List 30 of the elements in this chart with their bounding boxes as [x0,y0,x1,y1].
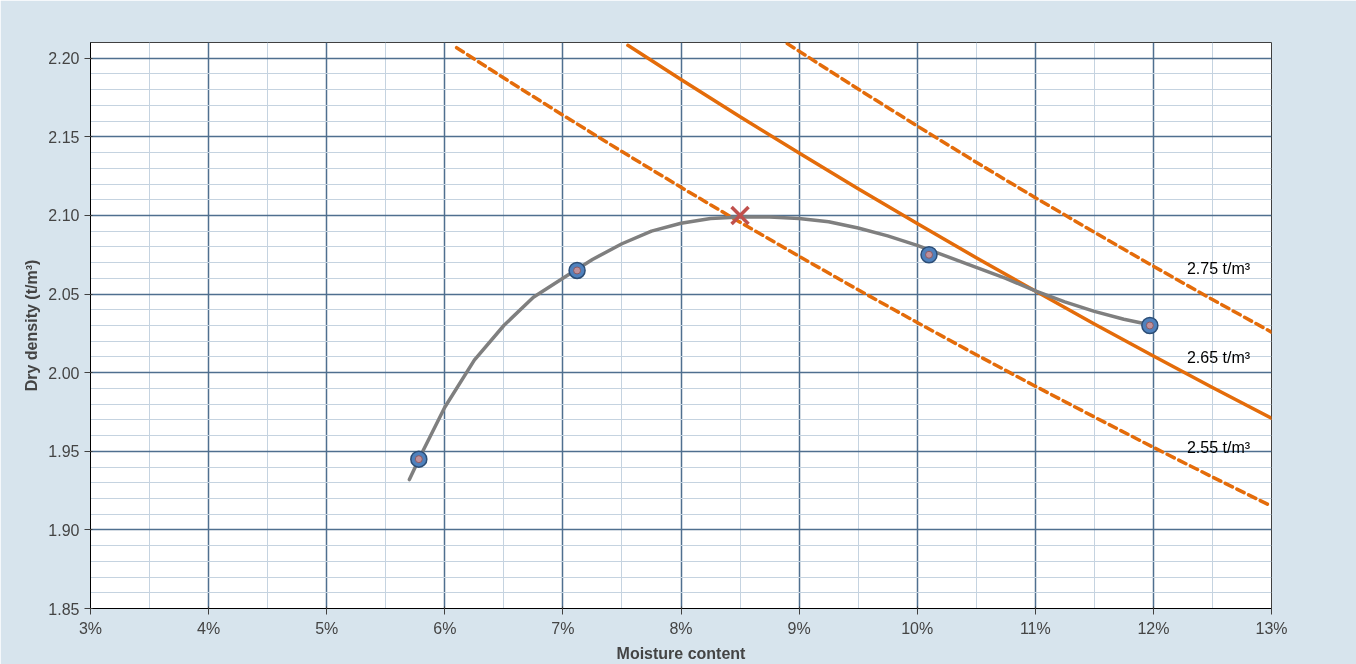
x-tick-label: 12% [1137,619,1170,637]
x-tick-label: 7% [551,619,575,637]
x-tick-label: 10% [901,619,934,637]
point [568,261,586,280]
x-tick-label: 4% [197,619,221,637]
y-tick-label: 2.15 [48,128,80,146]
y-tick-label: 1.85 [48,600,80,618]
x-tick-label: 5% [315,619,339,637]
point [729,205,751,226]
y-tick-label: 2.00 [48,364,80,382]
point [410,450,428,468]
x-axis-title: Moisture content [616,644,747,662]
line-series [626,43,1272,421]
y-tick-label: 1.95 [48,443,80,461]
x-tick-label: 3% [78,619,103,637]
y-tick-label: 2.05 [48,286,80,304]
line-series [454,45,1272,508]
y-tick-label: 1.90 [48,521,80,539]
y-tick-label: 2.10 [48,207,80,225]
y-axis-title: Dry density (t/m³) [23,259,41,392]
x-tick-label: 13% [1255,619,1288,637]
y-tick-label: 2.20 [48,50,80,68]
x-tick-label: 8% [669,619,693,637]
x-tick-label: 11% [1019,619,1051,637]
point [920,246,938,264]
x-tick-label: 9% [787,619,811,637]
line-series [785,42,1272,334]
series-label: 2.65 t/m³ [1186,348,1251,366]
x-tick-label: 6% [433,619,457,637]
series-label: 2.75 t/m³ [1186,259,1251,277]
